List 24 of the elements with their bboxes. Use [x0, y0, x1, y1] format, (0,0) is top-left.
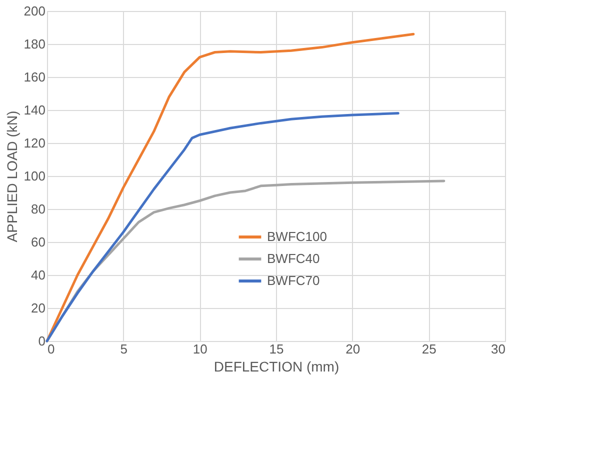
x-tick-label: 0 — [48, 342, 55, 356]
y-tick-label: 180 — [24, 36, 46, 52]
x-axis-title: DEFLECTION (mm) — [214, 358, 340, 374]
x-tick-label: 10 — [192, 342, 208, 356]
x-tick-label: 15 — [269, 342, 284, 356]
line-series — [46, 112, 400, 342]
y-tick-label: 40 — [31, 268, 46, 282]
y-tick-label: 20 — [31, 300, 46, 316]
y-axis-title: APPLIED LOAD (kN) — [4, 110, 20, 242]
y-tick-label: 100 — [24, 168, 46, 184]
x-tick-label: 25 — [422, 342, 436, 356]
line-series — [46, 32, 415, 342]
x-tick-label: 5 — [120, 342, 128, 356]
y-tick-label: 60 — [31, 234, 46, 250]
legend-label: BWFC100 — [267, 229, 327, 244]
x-tick-label: 20 — [346, 342, 360, 356]
x-tick-label: 30 — [491, 342, 506, 356]
y-tick-label: 120 — [24, 136, 46, 150]
y-tick-label: 160 — [24, 70, 46, 84]
legend-label: BWFC70 — [267, 273, 320, 288]
y-tick-label: 80 — [31, 202, 46, 216]
y-tick-label: 140 — [24, 102, 46, 118]
y-tick-label: 200 — [24, 4, 46, 18]
legend-label: BWFC40 — [267, 251, 320, 266]
